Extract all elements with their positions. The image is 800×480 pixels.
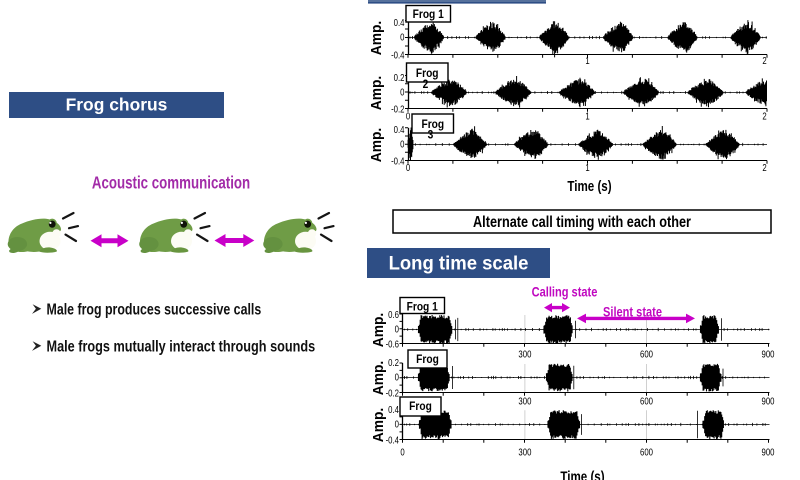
- svg-text:0.2: 0.2: [388, 357, 399, 368]
- svg-text:Frog: Frog: [409, 400, 432, 413]
- svg-text:Calling state: Calling state: [532, 284, 598, 299]
- svg-text:0: 0: [406, 111, 410, 122]
- svg-text:Frog: Frog: [416, 67, 439, 80]
- svg-text:Male frogs mutually interact t: Male frogs mutually interact through sou…: [47, 338, 316, 355]
- svg-text:0: 0: [400, 32, 404, 43]
- svg-text:900: 900: [761, 396, 774, 407]
- svg-text:600: 600: [640, 447, 653, 458]
- svg-text:0: 0: [395, 324, 399, 335]
- svg-text:0: 0: [400, 87, 404, 98]
- svg-text:1: 1: [585, 55, 589, 66]
- svg-text:Amp.: Amp.: [371, 408, 388, 442]
- svg-text:2: 2: [762, 162, 766, 173]
- svg-text:2: 2: [762, 55, 766, 66]
- svg-text:0: 0: [395, 372, 399, 383]
- svg-text:Frog chorus: Frog chorus: [66, 94, 168, 114]
- svg-text:600: 600: [640, 349, 653, 360]
- svg-text:Time (s): Time (s): [567, 178, 611, 195]
- svg-text:3: 3: [428, 129, 434, 142]
- svg-text:0: 0: [406, 162, 410, 173]
- svg-text:Amp.: Amp.: [369, 128, 386, 162]
- svg-text:300: 300: [518, 349, 531, 360]
- svg-text:-0.4: -0.4: [391, 156, 404, 167]
- svg-text:Male frog produces successive: Male frog produces successive calls: [47, 300, 262, 318]
- svg-text:Amp.: Amp.: [369, 21, 386, 55]
- svg-text:900: 900: [761, 349, 774, 360]
- svg-text:-0.4: -0.4: [386, 435, 399, 446]
- svg-text:Frog: Frog: [416, 353, 439, 366]
- svg-text:0.4: 0.4: [394, 124, 405, 135]
- svg-text:Frog 1: Frog 1: [407, 301, 438, 314]
- svg-text:300: 300: [518, 447, 531, 458]
- svg-text:300: 300: [518, 396, 531, 407]
- svg-text:Alternate call timing with eac: Alternate call timing with each other: [473, 214, 691, 231]
- svg-text:0.4: 0.4: [394, 17, 405, 28]
- svg-text:Long time scale: Long time scale: [389, 253, 529, 275]
- svg-text:-0.6: -0.6: [386, 339, 399, 350]
- svg-text:1: 1: [585, 111, 589, 122]
- svg-text:0.4: 0.4: [388, 404, 399, 415]
- svg-text:2: 2: [423, 78, 429, 91]
- svg-text:1: 1: [585, 162, 589, 173]
- svg-text:Amp.: Amp.: [371, 313, 388, 347]
- svg-text:600: 600: [640, 396, 653, 407]
- svg-text:-0.2: -0.2: [386, 388, 399, 399]
- svg-text:0.6: 0.6: [388, 309, 399, 320]
- svg-text:Amp.: Amp.: [371, 361, 388, 395]
- svg-text:Frog 1: Frog 1: [413, 9, 444, 22]
- svg-text:-0.2: -0.2: [391, 104, 404, 115]
- svg-text:0: 0: [400, 447, 404, 458]
- svg-text:900: 900: [761, 447, 774, 458]
- svg-text:Acoustic communication: Acoustic communication: [92, 174, 250, 193]
- svg-text:0: 0: [395, 419, 399, 430]
- svg-text:0: 0: [400, 139, 404, 150]
- svg-text:2: 2: [762, 111, 766, 122]
- svg-text:0.2: 0.2: [394, 72, 405, 83]
- svg-text:-0.4: -0.4: [391, 50, 404, 61]
- svg-text:Silent state: Silent state: [603, 304, 662, 319]
- svg-text:Amp.: Amp.: [369, 76, 386, 110]
- svg-text:Frog: Frog: [421, 118, 444, 131]
- svg-text:Time (s): Time (s): [560, 468, 604, 480]
